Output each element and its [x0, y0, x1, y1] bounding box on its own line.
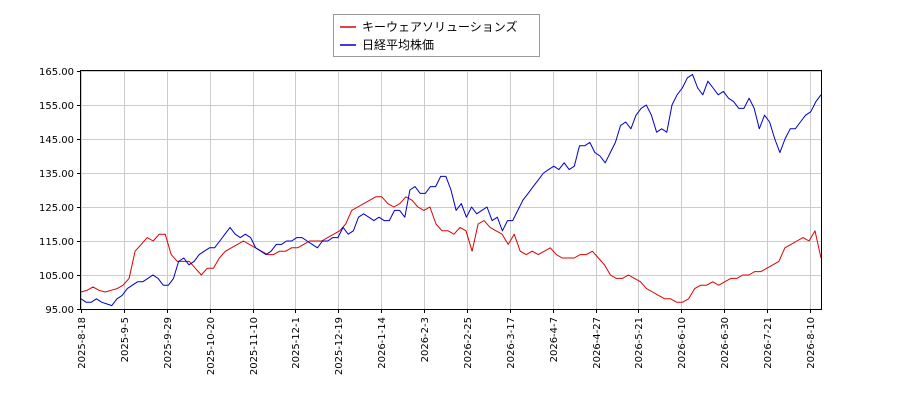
y-tick-label: 125.00 [39, 203, 74, 214]
x-tick-label: 2026-2-3 [420, 317, 431, 362]
x-tick-label: 2026-1-14 [377, 317, 388, 369]
x-tick-label: 2025-10-20 [206, 317, 217, 375]
y-tick-label: 155.00 [39, 101, 74, 112]
y-tick-label: 115.00 [39, 237, 74, 248]
y-tick-label: 95.00 [45, 305, 74, 316]
x-tick-label: 2025-9-5 [120, 317, 131, 362]
x-tick-label: 2025-12-1 [291, 317, 302, 369]
grid [81, 71, 821, 310]
x-tick-label: 2026-6-10 [677, 317, 688, 369]
x-tick-label: 2026-8-10 [806, 317, 817, 369]
x-tick-label: 2026-4-7 [549, 317, 560, 362]
series-line-1 [80, 73, 822, 307]
legend-box [333, 14, 540, 57]
x-axis: 2025-8-18 2025-9-5 2025-9-29 2025-10-20 2025… [77, 309, 817, 375]
x-tick-label: 2025-8-18 [77, 317, 88, 369]
y-tick-label: 145.00 [39, 135, 74, 146]
series-line-0 [80, 196, 822, 303]
y-tick-label: 165.00 [39, 67, 74, 78]
y-axis: 95.00 105.00 115.00 125.00 135.00 145.00 155.0… [39, 67, 81, 316]
x-tick-label: 2026-5-21 [634, 317, 645, 369]
x-tick-label: 2026-3-17 [506, 317, 517, 369]
x-tick-label: 2025-11-10 [249, 317, 260, 375]
x-tick-label: 2026-7-21 [763, 317, 774, 369]
legend-label-series-1: 日経平均株価 [362, 37, 434, 52]
series-layer [80, 73, 822, 307]
x-tick-label: 2026-2-25 [463, 317, 474, 369]
y-tick-label: 135.00 [39, 169, 74, 180]
legend: キーウェアソリューションズ 日経平均株価 [333, 14, 540, 57]
x-tick-label: 2026-6-30 [720, 317, 731, 369]
x-tick-label: 2025-9-29 [163, 317, 174, 369]
plot-frame [80, 70, 822, 310]
legend-label-series-0: キーウェアソリューションズ [362, 19, 518, 34]
x-tick-label: 2026-4-27 [592, 317, 603, 369]
x-tick-label: 2025-12-19 [334, 317, 345, 375]
y-tick-label: 105.00 [39, 271, 74, 282]
